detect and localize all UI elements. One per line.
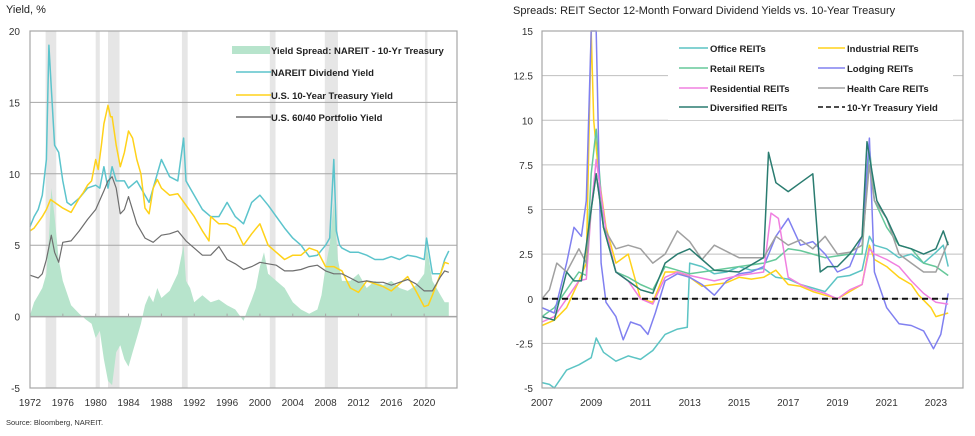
- legend-label-treasury: U.S. 10-Year Treasury Yield: [271, 91, 393, 102]
- left-gridlines: [30, 30, 457, 389]
- y-tick-label: 0: [14, 313, 20, 324]
- left-y-axis-title: Yield, %: [6, 4, 46, 16]
- series-line-diversified-reits: [541, 140, 949, 321]
- right-legend-bg: [668, 36, 953, 120]
- y-tick-label: 7.5: [519, 161, 533, 172]
- spread-area-layer: [30, 188, 457, 386]
- y-tick-label: 12.5: [514, 72, 534, 83]
- x-tick-label: 1980: [85, 398, 108, 409]
- x-tick-label: 2021: [876, 398, 899, 409]
- x-tick-label: 2007: [531, 398, 554, 409]
- left-y-tick-labels: -5 0 5 10 15 20: [9, 27, 21, 395]
- y-tick-label: 10: [522, 116, 534, 127]
- x-tick-label: 2016: [380, 398, 403, 409]
- left-plot-border: [29, 30, 458, 389]
- left-series-lines: [29, 44, 450, 308]
- recession-band: [424, 31, 428, 388]
- legend-label-spread: Yield Spread: NAREIT - 10-Yr Treasury: [271, 46, 445, 57]
- x-tick-label: 1972: [19, 398, 42, 409]
- y-tick-label: 5: [527, 206, 533, 217]
- y-tick-label: -2.5: [516, 339, 534, 350]
- x-tick-label: 2020: [413, 398, 436, 409]
- right-plot-border: [541, 30, 964, 389]
- legend-label-retail: Retail REITs: [710, 64, 765, 75]
- y-tick-label: 15: [9, 98, 21, 109]
- x-tick-label: 2004: [282, 398, 305, 409]
- x-tick-label: 1988: [150, 398, 173, 409]
- x-tick-label: 2023: [925, 398, 948, 409]
- left-plot-frame: [29, 30, 458, 389]
- y-tick-label: 10: [9, 170, 21, 181]
- legend-label-treasury-dashed: 10-Yr Treasury Yield: [847, 103, 938, 114]
- x-tick-label: 2011: [630, 398, 652, 409]
- legend-label-lodging: Lodging REITs: [847, 64, 913, 75]
- series-line-nareit-dividend-yield: [29, 44, 450, 275]
- x-tick-label: 2015: [728, 398, 751, 409]
- y-tick-label: 15: [522, 27, 534, 38]
- recession-band: [108, 31, 120, 388]
- y-tick-label: 5: [14, 241, 20, 252]
- x-tick-label: 2013: [679, 398, 702, 409]
- source-note: Source: Bloomberg, NAREIT.: [6, 418, 104, 427]
- legend-label-residential: Residential REITs: [710, 84, 790, 95]
- left-x-tick-labels: 1972 1976 1980 1984 1988 1992 1996 2000 2004 2008…: [19, 398, 436, 409]
- series-area-spread: [30, 188, 449, 386]
- x-tick-label: 2008: [314, 398, 337, 409]
- left-legend: Yield Spread: NAREIT - 10-Yr Treasury NA…: [232, 46, 445, 124]
- right-y-tick-labels: -5 -2.5 0 2.5 5 7.5 10 12.5 15: [514, 27, 534, 395]
- recession-band: [269, 31, 276, 388]
- right-chart: Spreads: REIT Sector 12-Month Forward Di…: [513, 5, 964, 409]
- legend-label-industrial: Industrial REITs: [847, 44, 919, 55]
- legend-label-nareit: NAREIT Dividend Yield: [271, 68, 374, 79]
- left-chart: Yield, % -5 0 5 10 15 20 1972 1976 1980 1984 1988…: [6, 4, 458, 409]
- series-line-u-s-10-year-treasury-yield: [29, 104, 450, 308]
- legend-swatch-spread: [232, 46, 270, 54]
- y-tick-label: 2.5: [519, 250, 533, 261]
- x-tick-label: 2000: [249, 398, 272, 409]
- x-tick-label: 1996: [216, 398, 239, 409]
- x-tick-label: 2009: [580, 398, 603, 409]
- recession-band: [95, 31, 100, 388]
- x-tick-label: 1992: [183, 398, 206, 409]
- right-chart-title: Spreads: REIT Sector 12-Month Forward Di…: [513, 5, 896, 17]
- legend-label-diversified: Diversified REITs: [710, 103, 787, 114]
- right-x-tick-labels: 2007 2009 2011 2013 2015 2017 2019 2021 2023: [531, 398, 948, 409]
- legend-label-healthcare: Health Care REITs: [847, 84, 929, 95]
- legend-label-office: Office REITs: [710, 44, 766, 55]
- x-tick-label: 1984: [117, 398, 140, 409]
- recession-band: [181, 31, 188, 388]
- y-tick-label: -5: [11, 384, 20, 395]
- x-tick-label: 1976: [52, 398, 75, 409]
- y-tick-label: 0: [527, 295, 533, 306]
- y-tick-label: 20: [9, 27, 21, 38]
- x-tick-label: 2012: [347, 398, 370, 409]
- right-plot-frame: [541, 30, 964, 389]
- x-tick-label: 2019: [826, 398, 849, 409]
- series-line-u-s-60-40-portfolio-yield: [29, 176, 449, 292]
- right-legend: Office REITs Industrial REITs Retail REI…: [668, 36, 953, 120]
- x-tick-label: 2017: [777, 398, 800, 409]
- series-line-residential-reits: [541, 158, 949, 323]
- legend-label-portfolio: U.S. 60/40 Portfolio Yield: [271, 113, 383, 124]
- y-tick-label: -5: [524, 384, 533, 395]
